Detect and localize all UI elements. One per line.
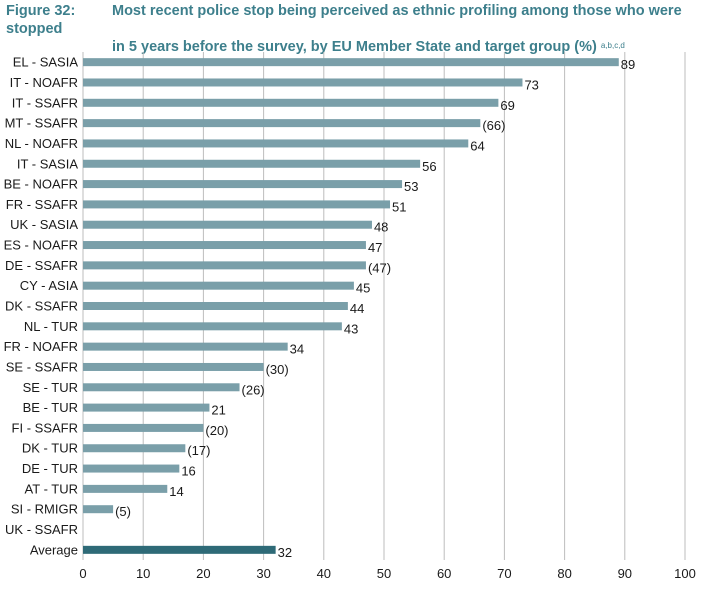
category-label: BE - NOAFR (4, 177, 78, 192)
data-label: (66) (482, 118, 505, 133)
data-label: (30) (266, 362, 289, 377)
title-footnote-marks: a,b,c,d (600, 41, 625, 50)
category-label: IT - NOAFR (10, 75, 78, 90)
bar (83, 444, 186, 453)
x-tick-label: 90 (618, 566, 632, 581)
data-label: 14 (169, 484, 183, 499)
title-line-1: Figure 32: Most recent police stop being … (6, 2, 696, 38)
category-label: EL - SASIA (13, 55, 79, 70)
x-tick-label: 60 (437, 566, 451, 581)
category-label: FR - SSAFR (6, 197, 78, 212)
category-label: MT - SSAFR (5, 116, 78, 131)
bar (83, 241, 366, 250)
data-label: 47 (368, 240, 382, 255)
bar (83, 403, 210, 412)
bar (83, 423, 204, 432)
bar (83, 281, 354, 290)
bar (83, 302, 348, 310)
category-label: DK - TUR (22, 441, 78, 456)
category-label: DE - SSAFR (5, 258, 78, 273)
title-line-2: in 5 years before the survey, by EU Memb… (6, 38, 696, 56)
data-label: 48 (374, 220, 388, 235)
data-label: (17) (187, 443, 210, 458)
x-tick-label: 10 (136, 566, 150, 581)
data-label: 34 (290, 342, 304, 357)
category-label: SI - RMIGR (11, 502, 78, 517)
bar (83, 505, 114, 514)
category-label: DK - SSAFR (5, 299, 78, 314)
category-label: SE - TUR (23, 380, 78, 395)
bar (83, 78, 523, 87)
chart-title: Figure 32: Most recent police stop being … (6, 2, 696, 56)
bar (83, 180, 403, 189)
category-label: FR - NOAFR (4, 339, 78, 354)
x-tick-label: 40 (317, 566, 331, 581)
bar (83, 484, 168, 493)
x-tick-label: 20 (196, 566, 210, 581)
data-label: 44 (350, 301, 364, 316)
category-label: AT - TUR (25, 481, 78, 496)
x-tick-label: 50 (377, 566, 391, 581)
average-bar (83, 545, 276, 554)
bar (83, 200, 391, 209)
x-tick-label: 100 (674, 566, 696, 581)
category-label: DE - TUR (22, 461, 78, 476)
bar (83, 322, 342, 331)
data-label: 89 (621, 57, 635, 72)
x-tick-label: 70 (497, 566, 511, 581)
title-text-2: in 5 years before the survey, by EU Memb… (112, 39, 597, 55)
bar (83, 119, 481, 128)
data-label: (26) (242, 382, 265, 397)
data-label: 45 (356, 281, 370, 296)
category-label: NL - TUR (24, 319, 78, 334)
bar (83, 261, 366, 270)
bar (83, 383, 240, 392)
figure-label: Figure 32: (6, 3, 76, 19)
bar (83, 342, 288, 351)
bar (83, 98, 499, 107)
bar (83, 159, 421, 168)
bar (83, 220, 372, 229)
category-label: CY - ASIA (20, 278, 79, 293)
category-label: BE - TUR (23, 400, 78, 415)
data-label: 64 (470, 138, 484, 153)
data-label: 43 (344, 321, 358, 336)
bar (83, 58, 619, 67)
category-label: SE - SSAFR (6, 359, 78, 374)
data-label: 51 (392, 199, 406, 214)
data-label: 73 (524, 77, 538, 92)
x-tick-label: 30 (256, 566, 270, 581)
category-label: FI - SSAFR (12, 420, 78, 435)
data-label: 21 (211, 403, 225, 418)
bar (83, 362, 264, 371)
x-tick-label: 0 (79, 566, 86, 581)
category-label: IT - SASIA (17, 156, 78, 171)
data-label: 69 (500, 98, 514, 113)
data-label: (5) (115, 504, 131, 519)
data-label: 53 (404, 179, 418, 194)
data-label: 32 (278, 545, 292, 560)
title-text-1: Most recent police stop being perceived … (6, 3, 682, 37)
category-label: UK - SASIA (10, 217, 78, 232)
data-label: 56 (422, 159, 436, 174)
bar (83, 464, 180, 473)
x-tick-label: 80 (557, 566, 571, 581)
category-label: ES - NOAFR (4, 238, 78, 253)
data-label: (20) (205, 423, 228, 438)
category-label: NL - NOAFR (5, 136, 78, 151)
category-label: Average (30, 542, 78, 557)
category-label: UK - SSAFR (5, 522, 78, 537)
bar (83, 139, 469, 148)
category-label: IT - SSAFR (12, 95, 78, 110)
data-label: 16 (181, 464, 195, 479)
data-label: (47) (368, 260, 391, 275)
